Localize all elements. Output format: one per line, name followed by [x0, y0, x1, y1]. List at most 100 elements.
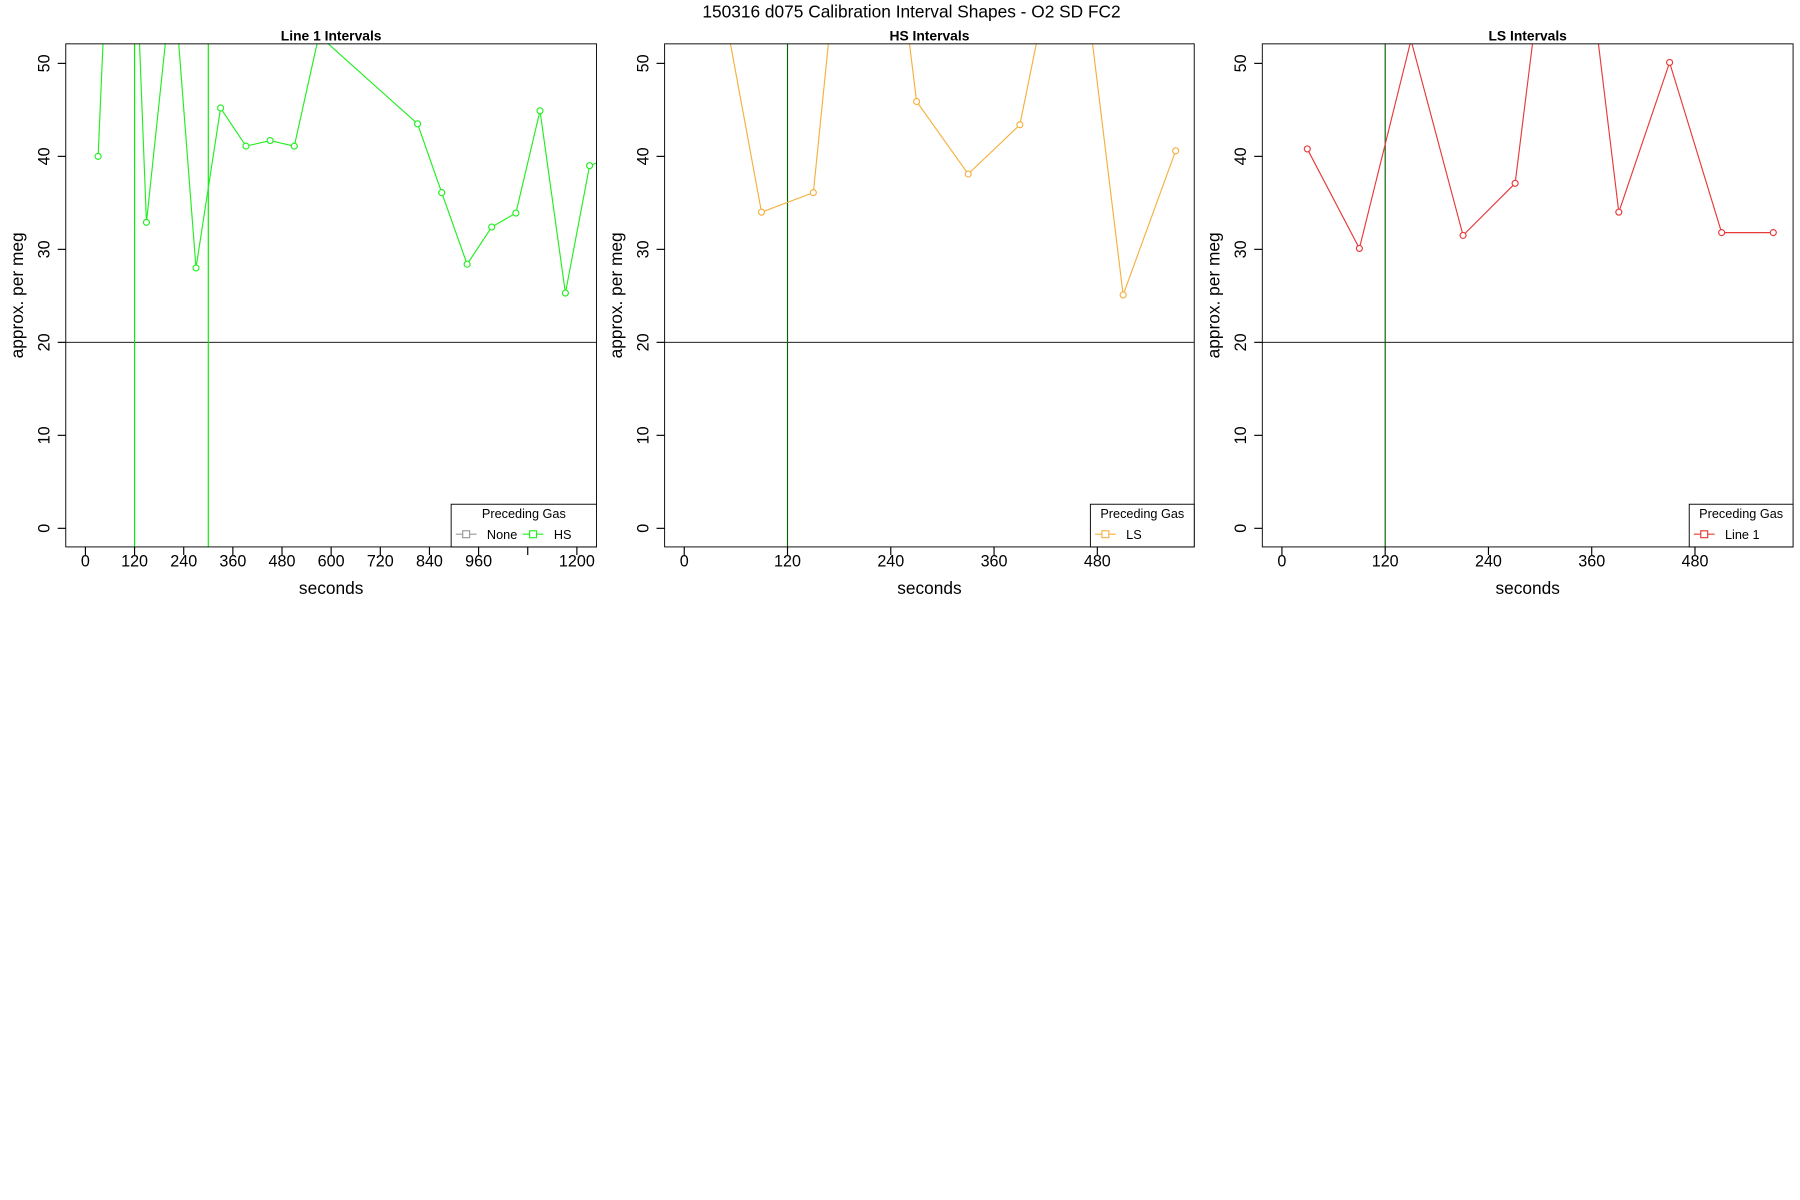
legend-marker — [462, 530, 471, 539]
y-tick-label: 10 — [36, 426, 54, 444]
point — [561, 289, 569, 297]
plot-frame — [664, 43, 1195, 548]
point — [1718, 229, 1726, 237]
point — [1303, 145, 1311, 153]
y-tick-label: 20 — [634, 333, 652, 351]
y-tick-label: 40 — [1232, 147, 1250, 165]
legend-box — [1688, 503, 1794, 548]
point — [94, 152, 102, 160]
plot-frame — [65, 43, 597, 548]
x-tick-label: 0 — [680, 553, 689, 571]
y-tick-label: 10 — [634, 426, 652, 444]
series-line — [1306, 43, 1774, 251]
legend-box — [450, 503, 597, 548]
y-tick-label: 0 — [1232, 524, 1250, 533]
point — [1459, 231, 1467, 239]
legend: Preceding Gas LS — [1089, 503, 1195, 548]
y-tick-label: 0 — [634, 524, 652, 533]
legend-label: None — [487, 528, 517, 542]
x-tick-label: 240 — [877, 553, 904, 571]
legend-title: Preceding Gas — [1699, 507, 1783, 521]
point — [463, 260, 471, 268]
y-tick-label: 30 — [634, 240, 652, 258]
legend: Preceding Gas None HS — [450, 503, 597, 548]
point — [1172, 147, 1180, 155]
point — [242, 142, 250, 150]
x-tick-label: 840 — [416, 553, 443, 571]
legend-box — [1089, 503, 1195, 548]
y-tick-label: 50 — [1232, 54, 1250, 72]
point — [192, 264, 200, 272]
y-tick-label: 40 — [36, 147, 54, 165]
y-axis-label: approx. per meg — [7, 232, 27, 358]
x-tick-label: 120 — [774, 553, 801, 571]
plot-area — [65, 43, 617, 547]
y-axis-label: approx. per meg — [606, 232, 626, 358]
point — [1769, 229, 1777, 237]
point — [1666, 58, 1674, 67]
x-tick-label: 720 — [367, 553, 394, 571]
panel-title: Line 1 Intervals — [281, 27, 382, 43]
legend-marker — [1700, 530, 1709, 539]
x-axis-label: seconds — [897, 578, 962, 598]
x-axis-label: seconds — [299, 578, 364, 598]
point — [216, 104, 225, 112]
point — [809, 189, 817, 197]
y-axis-label: approx. per meg — [1204, 232, 1224, 358]
x-tick-label: 360 — [219, 553, 246, 571]
x-tick-label: 960 — [465, 553, 492, 571]
x-tick-label: 360 — [1578, 553, 1605, 571]
legend-label: Line 1 — [1725, 528, 1760, 542]
panel-title: LS Intervals — [1488, 27, 1567, 43]
point — [1355, 244, 1363, 253]
point — [290, 142, 298, 150]
x-tick-label: 480 — [269, 553, 296, 571]
point — [757, 208, 766, 216]
point — [142, 218, 151, 226]
legend: Preceding Gas Line 1 — [1688, 503, 1794, 548]
point — [611, 153, 617, 159]
point — [913, 97, 921, 106]
x-tick-label: 600 — [318, 553, 345, 571]
panel-title: HS Intervals — [889, 27, 969, 43]
y-tick-label: 10 — [1232, 426, 1250, 444]
x-tick-label: 360 — [981, 553, 1008, 571]
legend-label: HS — [554, 528, 572, 542]
x-tick-label: 120 — [1372, 553, 1399, 571]
y-tick-label: 30 — [36, 240, 54, 258]
point — [1016, 121, 1024, 129]
point — [512, 209, 520, 217]
point — [413, 120, 422, 128]
y-tick-label: 40 — [634, 147, 652, 165]
y-tick-label: 50 — [634, 54, 652, 72]
x-tick-label: 240 — [170, 553, 197, 571]
point — [266, 136, 274, 145]
x-axis-label: seconds — [1495, 578, 1560, 598]
point — [1119, 291, 1127, 299]
legend-title: Preceding Gas — [482, 507, 566, 521]
figure-title: 150316 d075 Calibration Interval Shapes … — [702, 1, 1120, 21]
point — [585, 162, 594, 170]
legend-marker — [1101, 530, 1110, 539]
panel: LS Intervals 0 10 20 30 40 50 approx. per meg 0 1… — [1204, 27, 1794, 598]
x-tick-label: 240 — [1475, 553, 1502, 571]
panel: HS Intervals 0 10 20 30 40 50 approx. per meg 0 1… — [606, 27, 1195, 598]
point — [964, 170, 972, 178]
y-tick-label: 20 — [36, 333, 54, 351]
series-line — [729, 43, 1177, 296]
y-tick-label: 50 — [36, 54, 54, 72]
legend-label: LS — [1126, 528, 1142, 542]
plot-area — [1262, 43, 1794, 547]
point — [536, 107, 544, 115]
plot-frame — [1261, 43, 1794, 548]
x-tick-label: 120 — [121, 553, 148, 571]
point — [488, 223, 496, 231]
point — [1615, 208, 1623, 216]
y-tick-label: 20 — [1232, 333, 1250, 351]
legend-title: Preceding Gas — [1100, 507, 1184, 521]
y-tick-label: 30 — [1232, 240, 1250, 258]
x-tick-label: 1200 — [559, 553, 595, 571]
point — [1511, 179, 1519, 187]
